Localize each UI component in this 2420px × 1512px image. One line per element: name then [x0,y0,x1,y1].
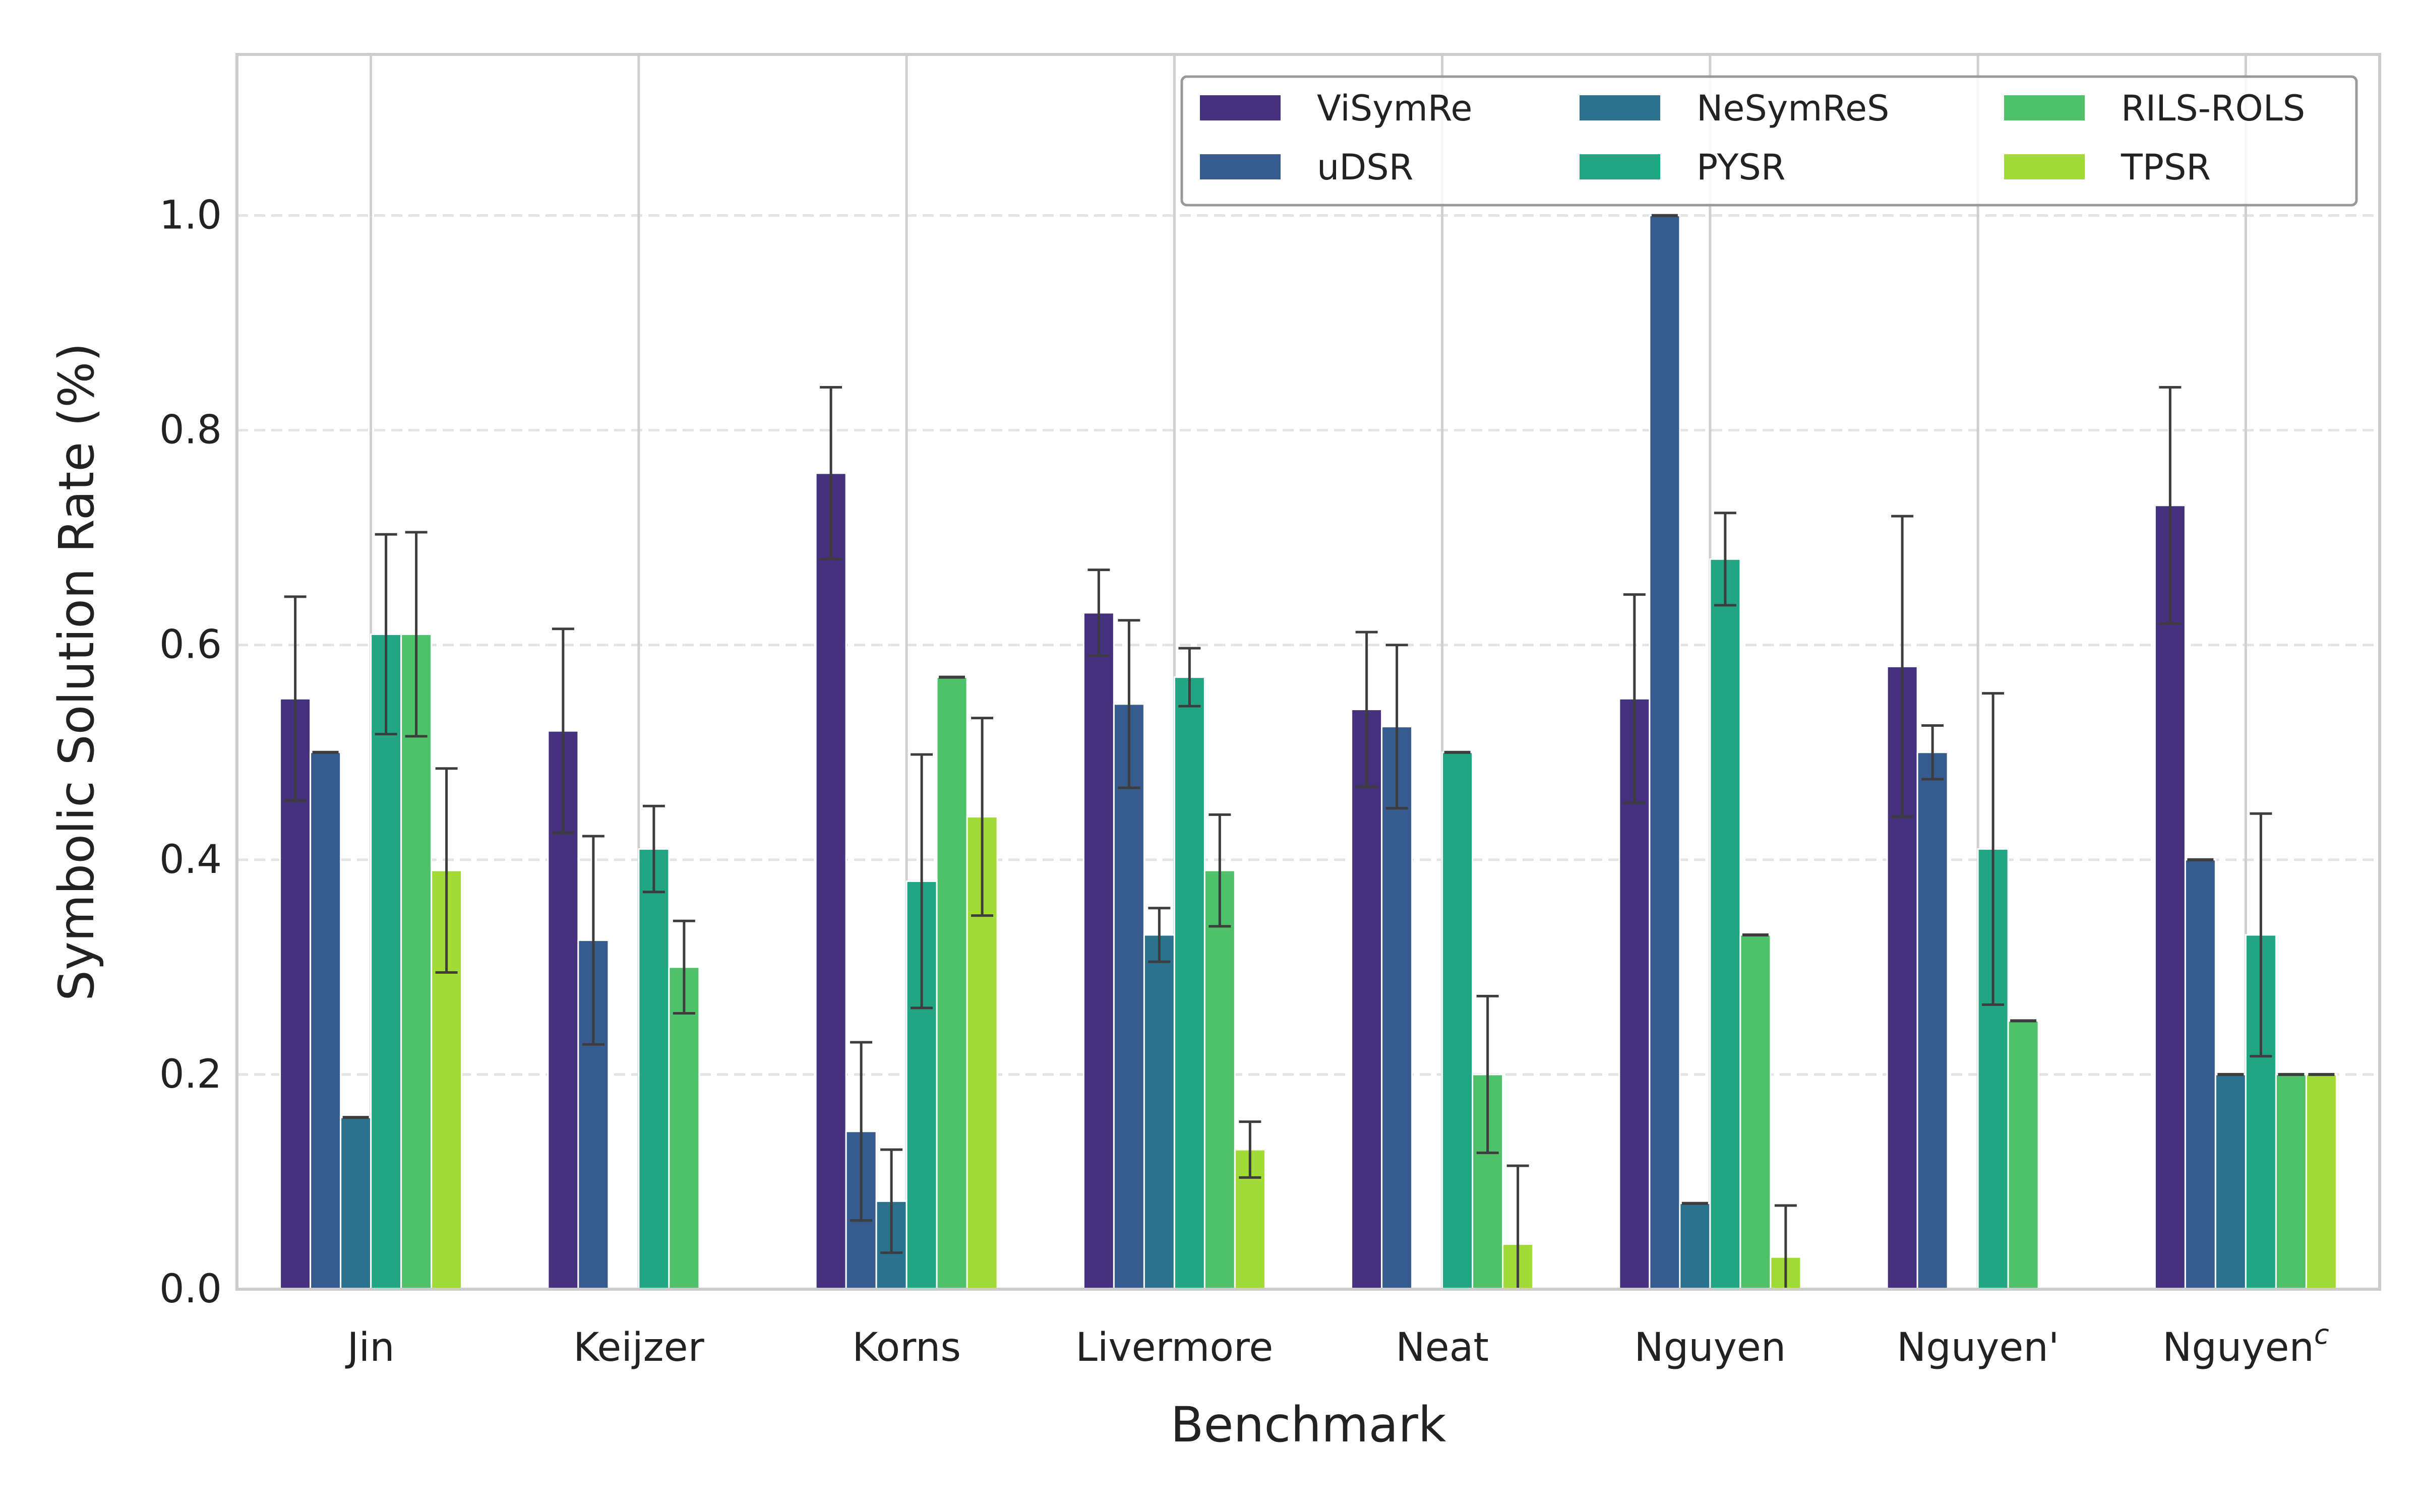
bar [1441,751,1474,1290]
bar [1203,869,1236,1290]
bar [2184,859,2216,1290]
x-tick-label: Nguyen' [1897,1325,2059,1370]
x-tick-label: Keijzer [573,1325,705,1370]
legend-label: uDSR [1317,147,1413,188]
legend-label: ViSymRe [1317,88,1472,129]
y-tick-label: 1.0 [159,193,222,238]
bar [2305,1074,2337,1290]
x-tick-label: Neat [1396,1325,1489,1370]
bars-layer [279,215,2337,1290]
bar [936,676,968,1290]
x-tick-label: Jin [345,1325,395,1370]
bar [2214,1074,2247,1290]
plot-frame [235,53,2381,1291]
bar [1082,612,1115,1290]
bar [1143,934,1175,1290]
legend-swatch [1580,154,1660,179]
bar [1351,709,1383,1290]
legend-swatch [1200,95,1281,120]
y-tick-label: 0.0 [159,1267,222,1312]
legend: ViSymRe uDSR NeSymReS PYSR RILS-ROLS TPSR [1180,75,2358,207]
bar [638,848,670,1290]
bar [2007,1020,2039,1290]
legend-label: PYSR [1697,147,1786,188]
x-tick-label-superscript: c [2314,1318,2329,1350]
bar [1173,676,1205,1290]
legend-swatch [2004,154,2085,179]
legend-label: TPSR [2121,147,2211,188]
y-tick-label: 0.4 [159,837,222,883]
legend-swatch [1580,95,1660,120]
x-tick-label: Korns [852,1325,961,1370]
bar [1679,1203,1711,1290]
bar [310,751,342,1290]
bar [668,966,700,1290]
bar [1113,703,1145,1290]
x-tick-label: Nguyen [1634,1325,1786,1370]
y-axis-title: Symbolic Solution Rate (%) [48,343,105,1001]
legend-label: NeSymReS [1697,88,1889,129]
legend-swatch [1200,154,1281,179]
error-layer [284,214,2335,1291]
x-tick-labels: Jin Keijzer Korns Livermore Neat Nguyen Nguyen… [345,1318,2329,1370]
bar [340,1116,372,1290]
bar [815,472,847,1290]
legend-label: RILS-ROLS [2121,88,2305,129]
bar [1709,558,1741,1290]
y-tick-labels: 0.0 0.2 0.4 0.6 0.8 1.0 [159,193,222,1312]
bar [1381,726,1413,1290]
y-tick-label: 0.6 [159,622,222,668]
bar [2275,1074,2307,1290]
bar [1916,751,1949,1290]
x-axis-title: Benchmark [1171,1397,1446,1453]
x-tick-label: Nguyenc [2162,1318,2329,1370]
y-tick-label: 0.8 [159,408,222,453]
bar [1649,215,1681,1290]
x-tick-label: Livermore [1075,1325,1273,1370]
y-tick-label: 0.2 [159,1052,222,1097]
bar [2154,505,2186,1290]
legend-swatch [2004,95,2085,120]
bar [1739,934,1772,1290]
